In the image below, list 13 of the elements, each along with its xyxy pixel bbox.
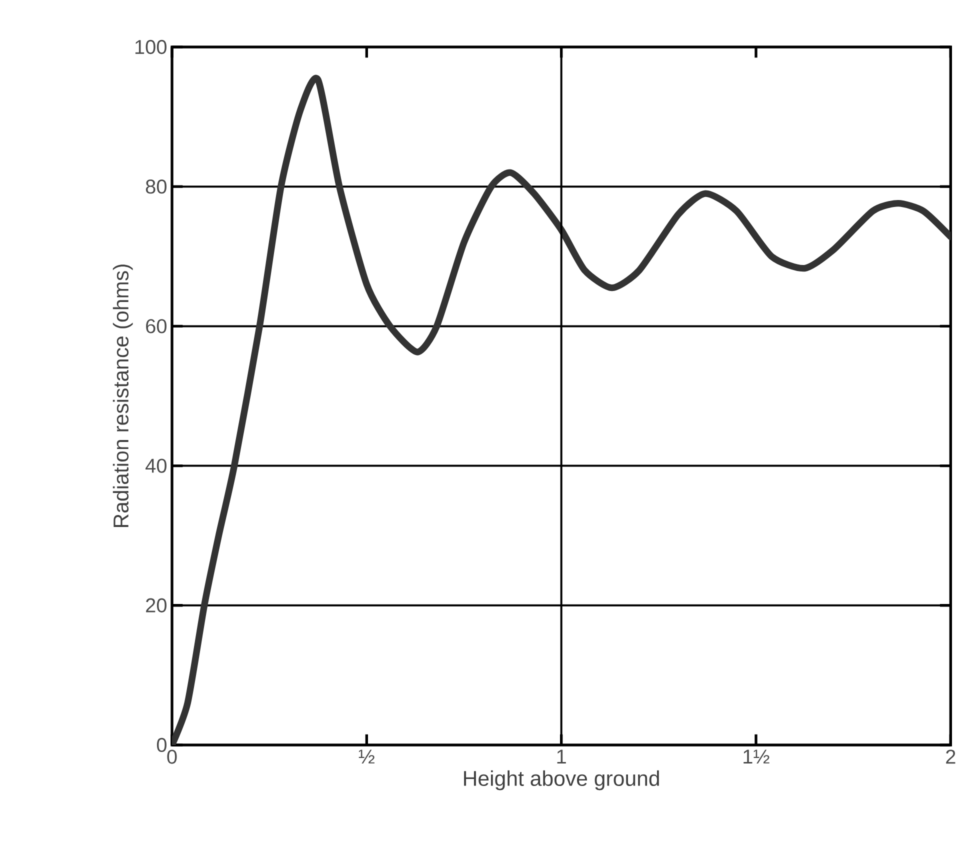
y-axis-title: Radiation resistance (ohms) — [112, 264, 133, 528]
y-tick-label: 80 — [146, 180, 166, 194]
y-tick-label: 20 — [146, 598, 166, 612]
y-tick-label: 40 — [146, 458, 166, 473]
x-tick-label: 1 — [557, 750, 566, 764]
x-axis-title: Height above ground — [464, 770, 659, 790]
y-tick-label: 100 — [135, 40, 166, 54]
y-tick-label: 0 — [156, 738, 166, 752]
x-tick-label: 2 — [946, 750, 956, 764]
y-tick-label: 60 — [146, 319, 166, 334]
x-tick-label: 0 — [167, 750, 177, 764]
x-tick-label: ½ — [358, 750, 374, 764]
x-tick-label: 1½ — [744, 750, 770, 764]
